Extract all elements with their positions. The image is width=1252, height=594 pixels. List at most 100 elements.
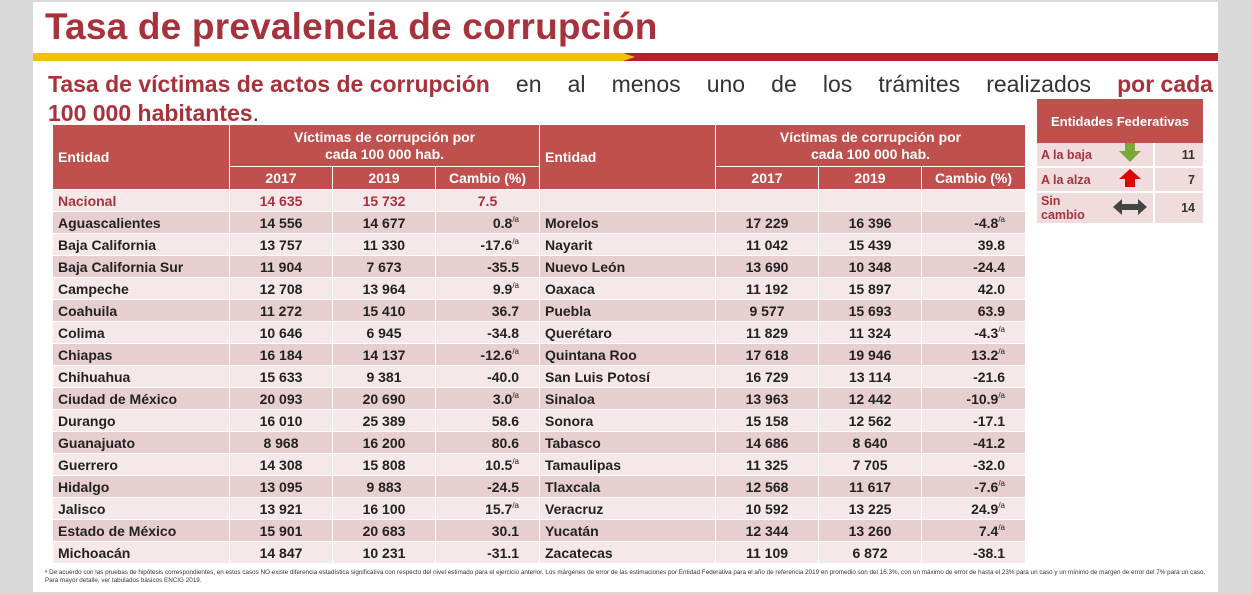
- cambio-value: 0.8: [492, 214, 513, 231]
- legend-label: A la alza: [1037, 168, 1107, 193]
- cell-cambio: 7.4/a: [922, 520, 1026, 542]
- significance-note: /a: [998, 324, 1005, 334]
- cambio-value: -21.6: [973, 368, 1005, 385]
- table-row: Aguascalientes 14 556 14 677 0.8/a: [53, 212, 540, 234]
- cambio-value: 39.8: [977, 236, 1005, 253]
- cell-2019: 16 100: [333, 498, 436, 520]
- col-group-header: Víctimas de corrupción por cada 100 000 …: [716, 125, 1026, 167]
- significance-note: /a: [512, 214, 519, 224]
- cell-2019: 14 137: [333, 344, 436, 366]
- cell-entidad: Nuevo León: [540, 256, 716, 278]
- cambio-value: -4.8: [974, 214, 999, 231]
- cell-2017: 14 635: [230, 190, 333, 212]
- cell-2019: 11 324: [819, 322, 922, 344]
- cell-entidad: San Luis Potosí: [540, 366, 716, 388]
- cell-2019: 16 396: [819, 212, 922, 234]
- rule-tip: [623, 53, 635, 61]
- down-arrow-icon: [1107, 143, 1155, 168]
- table-row: Colima 10 646 6 945 -34.8: [53, 322, 540, 344]
- cambio-value: -41.2: [973, 434, 1005, 451]
- cell-entidad: Campeche: [53, 278, 230, 300]
- cell-2019: 6 872: [819, 542, 922, 564]
- cambio-value: -24.4: [973, 258, 1005, 275]
- cambio-value: 42.0: [977, 280, 1005, 297]
- cell-2017: 20 093: [230, 388, 333, 410]
- cell-2019: 11 617: [819, 476, 922, 498]
- cell-entidad: Ciudad de México: [53, 388, 230, 410]
- col-2017-header: 2017: [716, 167, 819, 190]
- subtitle-word: menos: [611, 71, 681, 97]
- cell-cambio: -41.2: [922, 432, 1026, 454]
- significance-note: /a: [512, 500, 519, 510]
- cell-entidad: Zacatecas: [540, 542, 716, 564]
- significance-note: /a: [998, 390, 1005, 400]
- cell-2019: 15 808: [333, 454, 436, 476]
- cell-cambio: 42.0: [922, 278, 1026, 300]
- cambio-value: 63.9: [977, 302, 1005, 319]
- cell-2017: 11 042: [716, 234, 819, 256]
- cambio-value: 13.2: [971, 346, 999, 363]
- legend-label: Sin cambio: [1037, 193, 1107, 225]
- col-entidad-header: Entidad: [53, 125, 230, 190]
- table-row: Durango 16 010 25 389 58.6: [53, 410, 540, 432]
- subtitle-word: de: [771, 71, 797, 97]
- subtitle-word: al: [567, 71, 586, 97]
- cell-entidad: Jalisco: [53, 498, 230, 520]
- cell-2017: 11 192: [716, 278, 819, 300]
- cell-2019: 14 677: [333, 212, 436, 234]
- subtitle-word: uno: [706, 71, 746, 97]
- cell-2019: 13 114: [819, 366, 922, 388]
- significance-note: /a: [998, 500, 1005, 510]
- cell-2017: 9 577: [716, 300, 819, 322]
- cambio-value: 7.4: [978, 522, 999, 539]
- cell-entidad: Chiapas: [53, 344, 230, 366]
- footnote: ᵃ De acuerdo con las pruebas de hipótesi…: [45, 569, 1206, 584]
- cell-2017: 16 010: [230, 410, 333, 432]
- table-row: Sonora 15 158 12 562 -17.1: [540, 410, 1026, 432]
- cambio-value: 9.9: [492, 280, 513, 297]
- left-right-arrow-icon: [1107, 193, 1155, 225]
- table-row: Chihuahua 15 633 9 381 -40.0: [53, 366, 540, 388]
- legend-label: A la baja: [1037, 143, 1107, 168]
- cell-entidad: Guerrero: [53, 454, 230, 476]
- table-row: Quintana Roo 17 618 19 946 13.2/a: [540, 344, 1026, 366]
- cell-cambio: -40.0: [436, 366, 540, 388]
- table-row: Estado de México 15 901 20 683 30.1: [53, 520, 540, 542]
- cell-2017: 10 646: [230, 322, 333, 344]
- cell-cambio: 13.2/a: [922, 344, 1026, 366]
- cell-cambio: -17.6/a: [436, 234, 540, 256]
- subtitle-word: trámites: [878, 71, 961, 97]
- cambio-value: -17.1: [973, 412, 1005, 429]
- cell-entidad: Aguascalientes: [53, 212, 230, 234]
- table-row: Yucatán 12 344 13 260 7.4/a: [540, 520, 1026, 542]
- cell-cambio: 0.8/a: [436, 212, 540, 234]
- legend-count: 11: [1155, 143, 1203, 168]
- table-row-blank: [540, 190, 1026, 212]
- cell-2017: 14 308: [230, 454, 333, 476]
- cell-cambio: -38.1: [922, 542, 1026, 564]
- cell-2017: 12 344: [716, 520, 819, 542]
- significance-note: /a: [512, 390, 519, 400]
- legend-count: 14: [1155, 193, 1203, 225]
- cell-2017: 11 829: [716, 322, 819, 344]
- table-row: Tlaxcala 12 568 11 617 -7.6/a: [540, 476, 1026, 498]
- cell-entidad: Quintana Roo: [540, 344, 716, 366]
- cell-2017: 14 556: [230, 212, 333, 234]
- cambio-value: -4.3: [974, 324, 999, 341]
- cell-cambio: -24.4: [922, 256, 1026, 278]
- cell-cambio: 3.0/a: [436, 388, 540, 410]
- cell-2017: 15 158: [716, 410, 819, 432]
- significance-note: /a: [512, 280, 519, 290]
- cell-2017: 8 968: [230, 432, 333, 454]
- cell-cambio: 63.9: [922, 300, 1026, 322]
- cell-2017: 14 847: [230, 542, 333, 564]
- cell-2019: 7 673: [333, 256, 436, 278]
- cell-cambio: 39.8: [922, 234, 1026, 256]
- cell-2019: 16 200: [333, 432, 436, 454]
- cell-cambio: 30.1: [436, 520, 540, 542]
- cell-2019: 19 946: [819, 344, 922, 366]
- cell-2019: 11 330: [333, 234, 436, 256]
- cell-2017: 11 325: [716, 454, 819, 476]
- cell-cambio: -31.1: [436, 542, 540, 564]
- cell-cambio: -34.8: [436, 322, 540, 344]
